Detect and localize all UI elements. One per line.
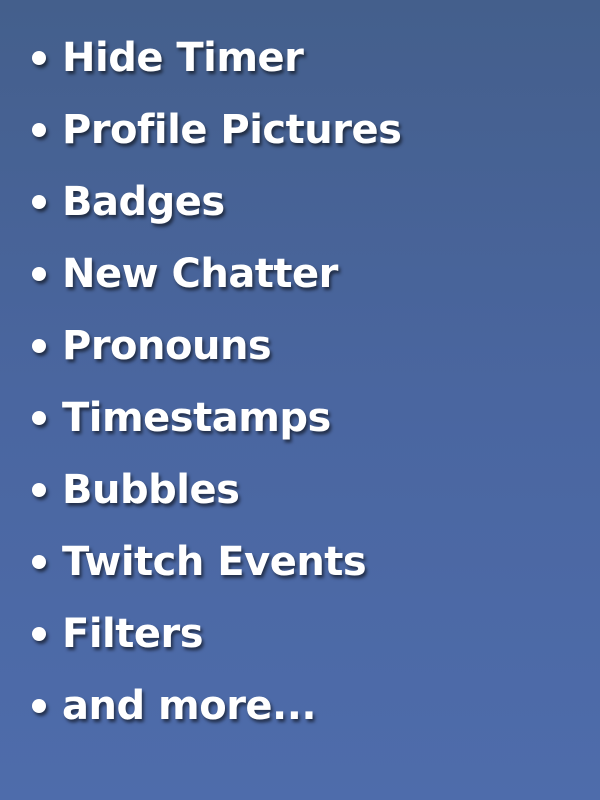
feature-item-twitch-events: Twitch Events	[32, 526, 401, 598]
feature-item-and-more: and more...	[32, 670, 401, 742]
feature-label: Timestamps	[62, 395, 331, 441]
feature-label: Bubbles	[62, 467, 240, 513]
bullet-icon	[32, 483, 46, 497]
feature-label: Filters	[62, 611, 204, 657]
bullet-icon	[32, 411, 46, 425]
bullet-icon	[32, 699, 46, 713]
bullet-icon	[32, 51, 46, 65]
feature-label: Profile Pictures	[62, 107, 402, 153]
feature-label: Badges	[62, 179, 225, 225]
bullet-icon	[32, 195, 46, 209]
feature-label: New Chatter	[62, 251, 338, 297]
bullet-icon	[32, 123, 46, 137]
feature-item-bubbles: Bubbles	[32, 454, 401, 526]
feature-item-hide-timer: Hide Timer	[32, 22, 401, 94]
bullet-icon	[32, 339, 46, 353]
bullet-icon	[32, 555, 46, 569]
bullet-icon	[32, 627, 46, 641]
feature-list: Hide Timer Profile Pictures Badges New C…	[32, 22, 402, 742]
feature-item-profile-pictures: Profile Pictures	[32, 94, 402, 166]
feature-label: and more...	[62, 683, 317, 729]
feature-label: Hide Timer	[62, 35, 304, 81]
feature-item-pronouns: Pronouns	[32, 310, 401, 382]
feature-item-badges: Badges	[32, 166, 401, 238]
bullet-icon	[32, 267, 46, 281]
feature-label: Twitch Events	[62, 539, 367, 585]
feature-item-filters: Filters	[32, 598, 401, 670]
feature-item-new-chatter: New Chatter	[32, 238, 401, 310]
feature-item-timestamps: Timestamps	[32, 382, 401, 454]
feature-label: Pronouns	[62, 323, 272, 369]
